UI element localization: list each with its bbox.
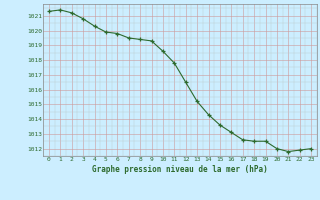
- X-axis label: Graphe pression niveau de la mer (hPa): Graphe pression niveau de la mer (hPa): [92, 165, 268, 174]
